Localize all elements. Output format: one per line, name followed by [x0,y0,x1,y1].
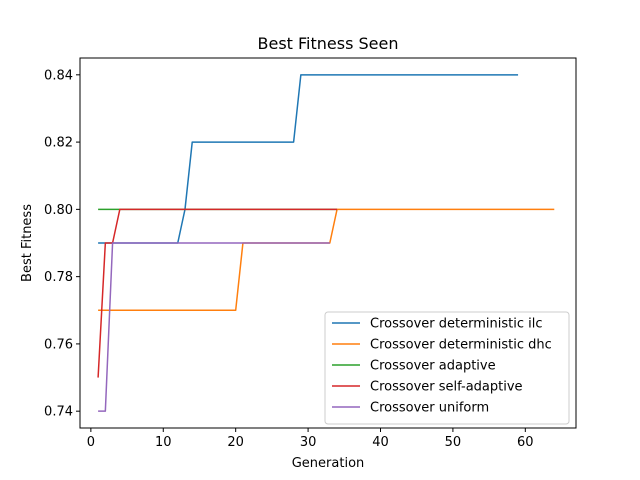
x-tick-label: 30 [300,435,317,450]
legend-label-1: Crossover deterministic ilc [370,317,542,332]
plot-series-group [97,74,555,412]
x-tick-label: 0 [87,435,95,450]
y-tick-label: 0.78 [44,270,73,285]
x-axis-label: Generation [292,456,365,471]
legend-label-2: Crossover deterministic dhc [370,338,552,353]
legend: Crossover deterministic ilc Crossover det… [324,311,570,425]
x-tick-label: 50 [445,435,462,450]
x-tick-label: 40 [372,435,389,450]
axes-frame [79,57,577,429]
y-axis-label: Best Fitness [20,204,35,282]
x-tick-label: 20 [227,435,244,450]
y-tick-label: 0.76 [44,337,73,352]
y-tick-label: 0.80 [44,203,73,218]
y-axis-ticks: 0.74 0.76 0.78 0.80 0.82 0.84 [44,68,80,420]
x-tick-label: 60 [517,435,534,450]
legend-label-5: Crossover uniform [370,401,489,416]
x-axis-ticks: 0 10 20 30 40 50 60 [87,428,534,450]
y-tick-label: 0.84 [44,68,73,83]
chart-title: Best Fitness Seen [258,34,399,53]
series-line-5 [98,242,330,412]
legend-box [324,311,570,425]
legend-label-3: Crossover adaptive [370,359,496,374]
x-tick-label: 10 [155,435,172,450]
y-tick-label: 0.82 [44,136,73,151]
legend-label-4: Crossover self-adaptive [370,380,523,395]
y-tick-label: 0.74 [44,405,73,420]
